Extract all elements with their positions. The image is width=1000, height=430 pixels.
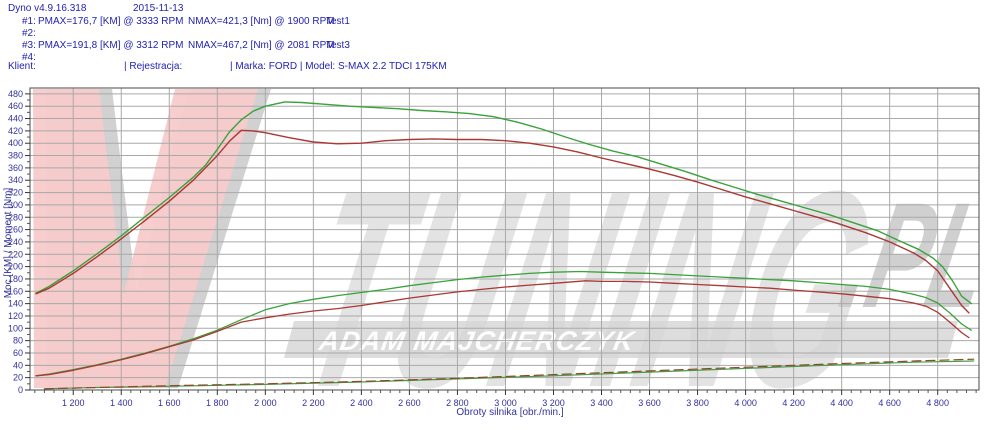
y-tick-label: 400 xyxy=(8,138,23,148)
x-tick-label: 2 200 xyxy=(302,398,325,408)
x-tick-label: 1 800 xyxy=(206,398,229,408)
v-logo-left-stroke xyxy=(33,89,135,388)
y-tick-label: 100 xyxy=(8,323,23,333)
y-tick-label: 40 xyxy=(13,360,23,370)
y-tick-label: 440 xyxy=(8,114,23,124)
app-title: Dyno v4.9.16.318 xyxy=(8,3,87,14)
run3-nmax: NMAX=467,2 [Nm] @ 2081 RPM xyxy=(188,40,335,51)
plot-border xyxy=(29,87,980,391)
gridlines xyxy=(30,88,979,390)
y-tick-label: 120 xyxy=(8,311,23,321)
x-tick-label: 1 600 xyxy=(158,398,181,408)
x-tick-label: 3 600 xyxy=(638,398,661,408)
x-tick-label: 4 400 xyxy=(830,398,853,408)
report-date: 2015-11-13 xyxy=(133,3,184,14)
x-tick-label: 2 400 xyxy=(350,398,373,408)
run2-id: #2: xyxy=(22,28,36,39)
y-tick-label: 320 xyxy=(8,188,23,198)
y-tick-label: 460 xyxy=(8,101,23,111)
y-tick-label: 80 xyxy=(13,336,23,346)
y-tick-label: 260 xyxy=(8,225,23,235)
curve-power-test1 xyxy=(35,280,970,377)
dyno-curves xyxy=(35,101,975,390)
y-tick-label: 200 xyxy=(8,262,23,272)
x-axis-title: Obroty silnika [obr./min.] xyxy=(456,407,563,418)
x-tick-label: 4 600 xyxy=(878,398,901,408)
run1-name: Test1 xyxy=(326,16,350,27)
curve-torque-test3 xyxy=(35,101,972,305)
run1-nmax: NMAX=421,3 [Nm] @ 1900 RPM xyxy=(188,16,335,27)
x-tick-label: 4 200 xyxy=(782,398,805,408)
y-tick-label: 140 xyxy=(8,299,23,309)
y-tick-label: 240 xyxy=(8,237,23,247)
watermark-banner xyxy=(284,321,958,358)
registration-label: | Rejestracja: xyxy=(124,61,183,72)
x-tick-label: 3 200 xyxy=(542,398,565,408)
curve-loss-test1 xyxy=(43,358,975,390)
x-tick-label: 3 400 xyxy=(590,398,613,408)
run3-pmax: PMAX=191,8 [KM] @ 3312 RPM xyxy=(38,40,184,51)
x-tick-label: 2 600 xyxy=(398,398,421,408)
run4-id: #4: xyxy=(22,52,36,63)
x-tick-label: 1 200 xyxy=(62,398,85,408)
x-tick-label: 3 800 xyxy=(686,398,709,408)
make-model-label: | Marka: FORD | Model: S-MAX 2.2 TDCI 17… xyxy=(230,61,447,72)
vtuning-watermark: TUNING .PL ADAM MAJCHERCZYK xyxy=(33,89,979,390)
y-tick-label: 160 xyxy=(8,286,23,296)
x-tick-label: 2 800 xyxy=(446,398,469,408)
y-tick-label: 60 xyxy=(13,348,23,358)
v-logo-right-stroke xyxy=(100,89,258,388)
y-tick-label: 340 xyxy=(8,175,23,185)
curve-power-test3 xyxy=(35,270,972,377)
curve-torque-test1 xyxy=(35,129,970,314)
y-tick-label: 380 xyxy=(8,151,23,161)
y-tick-label: 20 xyxy=(13,373,23,383)
axis-ticks-and-labels: 1 200 1 400 1 600 1 800 2 000 2 200 2 400 2 600… xyxy=(8,89,977,408)
y-tick-label: 180 xyxy=(8,274,23,284)
run1-pmax: PMAX=176,7 [KM] @ 3333 RPM xyxy=(38,16,184,27)
y-axis-title: Moc [KM] / Moment [Nm] xyxy=(3,187,14,298)
run3-id: #3: xyxy=(22,40,36,51)
y-tick-label: 220 xyxy=(8,249,23,259)
y-tick-label: 0 xyxy=(18,385,23,395)
y-tick-label: 360 xyxy=(8,163,23,173)
y-tick-label: 280 xyxy=(8,212,23,222)
x-tick-label: 3 000 xyxy=(494,398,517,408)
x-tick-label: 1 400 xyxy=(110,398,133,408)
y-tick-label: 480 xyxy=(8,89,23,99)
client-label: Klient: xyxy=(8,61,36,72)
y-tick-label: 300 xyxy=(8,200,23,210)
y-tick-label: 420 xyxy=(8,126,23,136)
x-tick-label: 4 800 xyxy=(926,398,949,408)
run3-name: Test3 xyxy=(326,40,350,51)
run1-id: #1: xyxy=(22,16,36,27)
x-tick-label: 4 000 xyxy=(734,398,757,408)
x-tick-label: 2 000 xyxy=(254,398,277,408)
